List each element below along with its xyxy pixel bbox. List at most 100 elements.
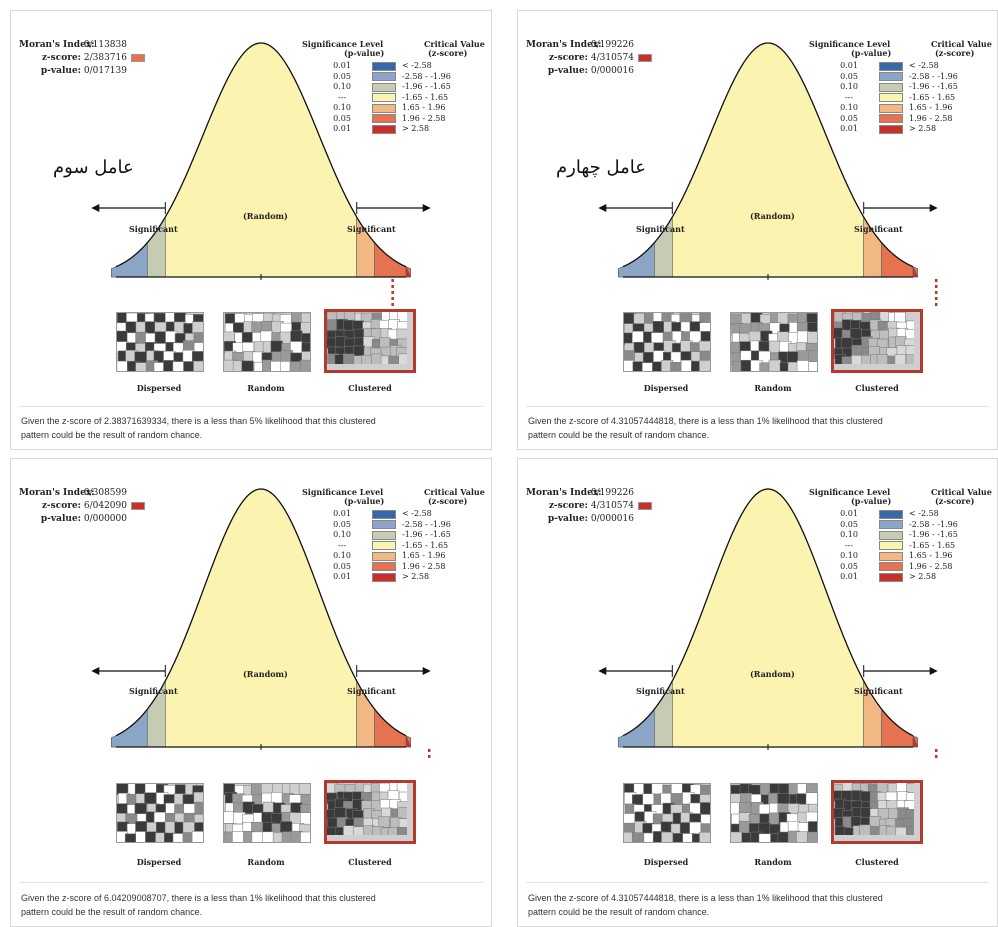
- normal-curve: [91, 42, 431, 309]
- legend-row: --- -1.65 - 1.65: [328, 541, 451, 552]
- z-score-swatch: [131, 501, 145, 510]
- curve-outline: [115, 42, 407, 268]
- morans-index-label: Moran's Index:: [19, 488, 95, 498]
- legend-z-range: 1.96 - 2.58: [402, 113, 446, 123]
- morans-index-value: 0/113838: [83, 40, 127, 50]
- legend-z-range: -2.58 - -1.96: [402, 71, 451, 81]
- curve-band-6: [405, 735, 412, 748]
- random-label: (Random): [750, 669, 795, 679]
- legend-z-range: > 2.58: [909, 124, 937, 133]
- legend-p-value: ---: [844, 540, 854, 550]
- significant-right-arrowhead: [422, 204, 431, 212]
- result-description: Given the z-score of 4.31057444818, ther…: [528, 414, 977, 442]
- legend-z-range: -1.96 - -1.65: [909, 530, 958, 539]
- legend-p-value: 0.10: [840, 551, 858, 560]
- legend-p-value: 0.05: [333, 113, 351, 123]
- legend-color-swatch: [879, 562, 903, 571]
- z-score-label: z-score:: [41, 53, 81, 63]
- legend-z-range: 1.65 - 1.96: [402, 103, 446, 112]
- random-pattern-thumbnail: [729, 782, 821, 846]
- legend-color-swatch: [372, 541, 396, 550]
- significant-right-arrowhead: [929, 667, 938, 675]
- significant-left-label: Significant: [636, 686, 685, 696]
- legend-p-value: 0.01: [840, 61, 858, 70]
- legend-rows: 0.01 < -2.58 0.05 -2.58 - -1.96 0.10 -1.96 - …: [328, 509, 451, 583]
- z-score-label: z-score:: [548, 501, 588, 511]
- legend-row: 0.10 1.65 - 1.96: [328, 551, 451, 562]
- p-value-label: p-value:: [40, 66, 81, 76]
- morans-index-label: Moran's Index:: [526, 488, 602, 498]
- z-score-subheader: (z-score): [428, 496, 468, 506]
- pattern-mosaic: [325, 310, 410, 368]
- normal-curve: [598, 488, 938, 759]
- z-score-subheader: (z-score): [935, 48, 975, 58]
- legend-color-swatch: [879, 509, 903, 519]
- z-score-value: 4/310574: [590, 501, 634, 511]
- random-pattern-thumbnail: [730, 311, 821, 375]
- legend-rows: 0.01 < -2.58 0.05 -2.58 - -1.96 0.10 -1.96 - …: [835, 509, 958, 583]
- legend-row: --- -1.65 - 1.65: [328, 93, 451, 104]
- legend-color-swatch: [372, 93, 396, 102]
- z-score-subheader: (z-score): [428, 48, 468, 58]
- random-caption: Random: [247, 383, 285, 393]
- legend-color-swatch: [879, 93, 903, 102]
- moran-report-panel-2: Moran's Index: 0/199226 z-score: 4/31057…: [517, 10, 998, 450]
- significant-left-label: Significant: [129, 686, 178, 696]
- dispersed-caption: Dispersed: [136, 857, 182, 867]
- dispersed-caption: Dispersed: [136, 383, 182, 393]
- significant-left-label: Significant: [129, 224, 178, 234]
- legend-row: 0.05 1.96 - 2.58: [835, 562, 958, 573]
- legend-z-range: -1.96 - -1.65: [402, 82, 451, 91]
- description-line-2: pattern could be the result of random ch…: [21, 907, 203, 917]
- p-value-subheader: (p-value): [344, 496, 385, 506]
- p-value-subheader: (p-value): [851, 48, 892, 58]
- moran-report-panel-3: Moran's Index: 0/308599 z-score: 6/04209…: [10, 458, 492, 927]
- stats-block: Moran's Index: 0/199226 z-score: 4/31057…: [526, 487, 652, 526]
- legend-color-swatch: [372, 61, 396, 71]
- legend-row: 0.01 < -2.58: [835, 509, 958, 520]
- divider: [526, 882, 989, 883]
- legend-rows: 0.01 < -2.58 0.05 -2.58 - -1.96 0.10 -1.96 - …: [835, 61, 958, 135]
- legend-row: --- -1.65 - 1.65: [835, 93, 958, 104]
- legend-color-swatch: [879, 572, 903, 582]
- legend-z-range: 1.96 - 2.58: [909, 113, 953, 123]
- description-line-2: pattern could be the result of random ch…: [21, 430, 203, 440]
- legend-p-value: 0.01: [333, 509, 351, 518]
- legend-row: 0.05 1.96 - 2.58: [328, 114, 451, 125]
- legend-color-swatch: [372, 572, 396, 582]
- legend-color-swatch: [879, 520, 903, 529]
- legend-p-value: 0.01: [333, 61, 351, 70]
- legend-color-swatch: [879, 541, 903, 550]
- result-description: Given the z-score of 6.04209008707, ther…: [21, 891, 471, 919]
- divider: [19, 882, 483, 883]
- divider: [526, 406, 989, 407]
- legend-color-swatch: [879, 124, 903, 134]
- morans-index-value: 0/308599: [83, 488, 127, 498]
- clustered-pattern-thumbnail: [324, 309, 416, 373]
- legend-color-swatch: [372, 103, 396, 113]
- legend-color-swatch: [372, 520, 396, 529]
- random-label: (Random): [243, 669, 288, 679]
- critical-value-header: Critical Value: [931, 487, 992, 497]
- morans-index-value: 0/199226: [590, 488, 634, 498]
- morans-index-value: 0/199226: [590, 40, 634, 50]
- curve-outline: [115, 488, 407, 737]
- legend-color-swatch: [372, 562, 396, 571]
- legend-color-swatch: [879, 61, 903, 71]
- legend-color-swatch: [372, 509, 396, 519]
- dispersed-pattern-thumbnail: [622, 311, 713, 375]
- p-value-subheader: (p-value): [344, 48, 385, 58]
- legend-z-range: -1.65 - 1.65: [909, 540, 956, 550]
- legend-z-range: > 2.58: [909, 572, 937, 581]
- result-description: Given the z-score of 4.31057444818, ther…: [528, 891, 977, 919]
- legend-rows: 0.01 < -2.58 0.05 -2.58 - -1.96 0.10 -1.96 - …: [328, 61, 451, 135]
- legend-p-value: 0.10: [333, 82, 351, 91]
- dispersed-caption: Dispersed: [643, 857, 689, 867]
- significant-right-label: Significant: [854, 224, 903, 234]
- significant-left-arrowhead: [598, 667, 607, 675]
- legend-color-swatch: [372, 551, 396, 561]
- legend-p-value: 0.01: [840, 509, 858, 518]
- legend-p-value: 0.10: [333, 551, 351, 560]
- random-pattern-thumbnail: [222, 312, 314, 375]
- legend-color-swatch: [879, 82, 903, 92]
